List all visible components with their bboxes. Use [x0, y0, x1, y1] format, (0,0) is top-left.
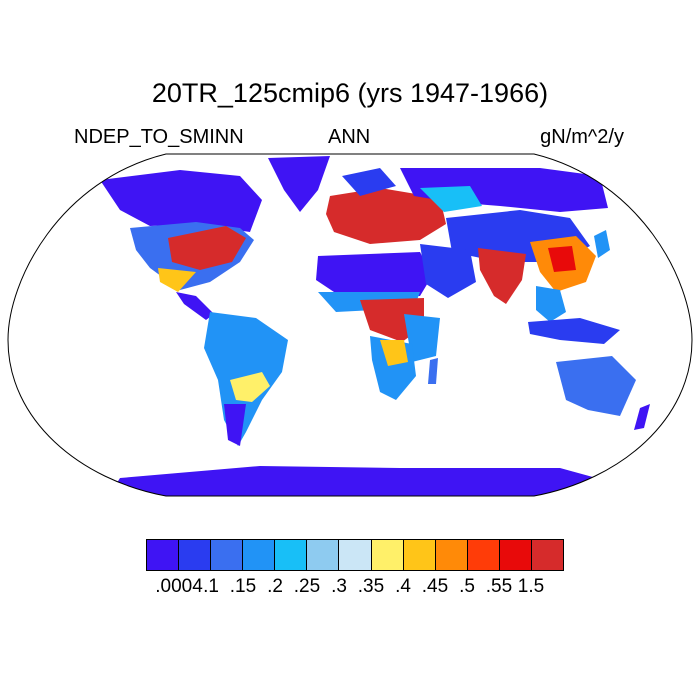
scandinavia — [342, 168, 396, 196]
colorbar-cell — [435, 540, 468, 570]
colorbar-tick-label: .45 — [421, 576, 449, 597]
map-boundary — [7, 153, 693, 497]
new-zealand — [634, 404, 650, 430]
central-america — [176, 292, 214, 320]
colorbar-cell — [243, 540, 276, 570]
colorbar-cell — [467, 540, 500, 570]
colorbar-cell — [147, 540, 180, 570]
antarctica — [100, 466, 640, 496]
season-label: ANN — [328, 126, 371, 148]
colorbar — [147, 540, 564, 570]
colorbar-tick-label: .4 — [395, 576, 411, 597]
colorbar-cell — [275, 540, 308, 570]
north-africa — [316, 252, 432, 296]
colorbar-cell — [339, 540, 372, 570]
usa-east-hotspot — [168, 226, 246, 270]
japan — [594, 230, 610, 258]
southeast-asia — [536, 286, 566, 322]
colorbar-tick-label: .25 — [293, 576, 321, 597]
variable-label: NDEP_TO_SMINN — [74, 126, 244, 148]
colorbar-cell — [403, 540, 436, 570]
colorbar-tick-label: .0004 — [155, 576, 203, 597]
colorbar-tick-label: .35 — [357, 576, 385, 597]
southern-africa-hot — [380, 340, 408, 366]
east-china-core — [548, 246, 576, 272]
madagascar — [428, 358, 438, 384]
colorbar-tick-label: .15 — [229, 576, 257, 597]
plot-title: 20TR_125cmip6 (yrs 1947-1966) — [151, 78, 549, 108]
east-africa — [404, 314, 440, 362]
europe — [326, 188, 446, 244]
colorbar-cell — [211, 540, 244, 570]
colorbar-cell — [307, 540, 340, 570]
colorbar-tick-label: .3 — [331, 576, 347, 597]
colorbar-cell — [499, 540, 532, 570]
north-america-north — [100, 170, 262, 232]
middle-east — [420, 244, 476, 298]
colorbar-tick-label: 1.5 — [517, 576, 545, 597]
colorbar-tick-label: .2 — [267, 576, 283, 597]
units-label: gN/m^2/y — [540, 126, 624, 148]
greenland-region — [268, 156, 330, 212]
australia — [556, 356, 636, 416]
colorbar-tick-label: .55 — [485, 576, 513, 597]
colorbar-tick-label: .5 — [459, 576, 475, 597]
russia-west — [420, 186, 482, 212]
south-america-south — [230, 372, 270, 402]
colorbar-cell — [179, 540, 212, 570]
south-america-tip — [224, 404, 246, 446]
india — [478, 248, 526, 304]
usa-south — [158, 268, 196, 292]
indonesia — [528, 318, 620, 344]
colorbar-cell — [531, 540, 564, 570]
colorbar-tick-label: .1 — [203, 576, 219, 597]
colorbar-cell — [371, 540, 404, 570]
